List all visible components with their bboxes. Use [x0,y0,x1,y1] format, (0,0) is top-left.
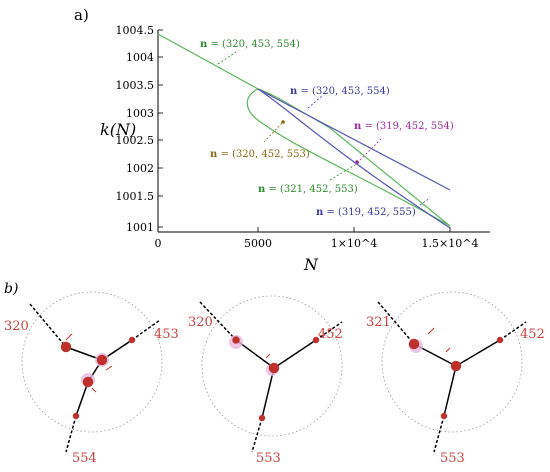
edge-dashed [29,303,67,348]
arrow [427,327,435,335]
node [232,336,240,344]
ytick-label: 1003 [126,107,154,120]
ytick-label: 1004 [126,51,154,64]
star-diagram-2: 320 452 553 [188,295,343,466]
panel-a: a) 1004.5 1004 1003.5 1003 1002.5 1002 1… [74,6,490,274]
annotation-point [281,120,285,124]
ytick-label: 1003.5 [116,79,155,92]
arrow [265,353,271,359]
edge [75,381,89,417]
green-line-upper [157,33,259,90]
y-axis-title: k(N) [100,120,136,139]
star-diagram-1: 320 453 554 [4,291,179,466]
annotation-n-319-452-555: n = (319, 452, 555) [316,207,416,218]
xtick-label: 0 [155,237,162,250]
node [128,336,136,344]
leader-lines [217,51,431,206]
edge [455,339,501,367]
blue-line-upper [257,88,451,191]
arrow [105,365,113,371]
edge-dashed [499,321,527,341]
edge-dashed [199,301,237,341]
ytick-label: 1002 [126,162,154,175]
node [60,341,72,353]
arm-label-bottom: 553 [440,451,465,466]
node [408,338,420,350]
edge-dashed [315,321,343,341]
arm-label-left: 321 [366,315,391,330]
edge [273,339,317,369]
dotted-circle [381,291,523,433]
annotation-n-321-452-553: n = (321, 452, 553) [258,184,358,195]
arm-label-left: 320 [188,315,213,330]
annotation-point [355,160,359,164]
edge [443,365,457,417]
node [72,412,80,420]
arm-label-right: 452 [520,327,545,342]
star-diagram-3: 321 452 553 [366,291,545,466]
edge-dashed [377,301,415,345]
node-center [268,362,280,374]
green-loop [246,88,451,227]
node [82,376,94,388]
edge-dashed [251,417,263,453]
dotted-circle [201,295,343,437]
xtick-label: 1.5×10^4 [422,237,479,250]
node-center [450,360,462,372]
node [440,412,448,420]
green-branch [257,88,451,227]
ytick-label: 1004.5 [116,24,155,37]
annotation-n-320-453-554-blue: n = (320, 453, 554) [290,86,390,97]
arm-label-bottom: 554 [72,451,97,466]
node [312,336,320,344]
node-center [96,354,108,366]
arm-label-left: 320 [4,319,29,334]
blue-line-lower [257,88,451,229]
ytick-label: 1002.5 [116,134,155,147]
x-ticks [157,227,451,232]
arrow [91,387,97,393]
x-axis-title: N [303,255,319,274]
dotted-circle [21,291,163,433]
arm-label-right: 452 [318,327,343,342]
panel-b-label: b) [4,281,18,297]
arm-label-right: 453 [154,327,179,342]
node [258,414,266,422]
curves [157,33,451,229]
annotation-n-320-452-553: n = (320, 452, 553) [210,149,310,160]
ytick-label: 1001.5 [116,190,155,203]
arm-label-bottom: 553 [256,451,281,466]
xtick-label: 5000 [244,237,272,250]
y-ticks [158,29,163,228]
panel-a-label: a) [74,6,89,24]
edge [261,367,275,419]
node [496,336,504,344]
xtick-label: 1×10^4 [331,237,377,250]
arrow [65,333,73,341]
edge-dashed [433,415,445,453]
panel-b: b) 320 453 554 [4,281,545,466]
annotation-n-320-453-554-green: n = (320, 453, 554) [200,39,300,50]
edge-dashed [65,415,77,453]
ytick-label: 1001 [126,221,154,234]
annotation-n-319-452-554: n = (319, 452, 554) [354,121,454,132]
edge-dashed [131,319,161,341]
arrow [445,347,451,353]
